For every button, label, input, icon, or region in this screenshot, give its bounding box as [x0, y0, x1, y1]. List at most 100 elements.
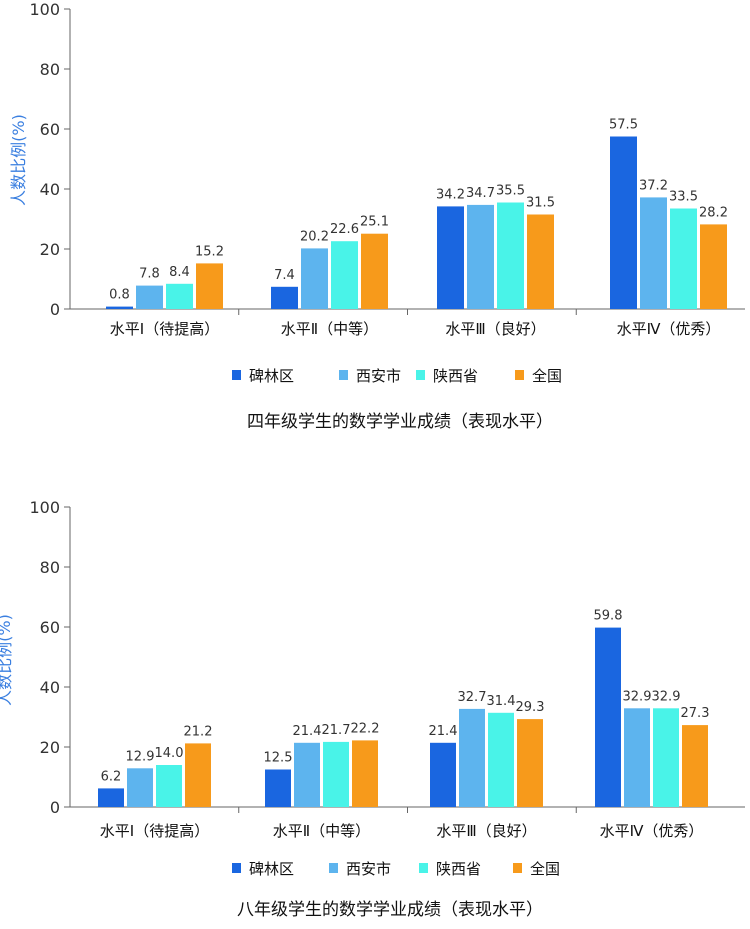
y-tick-label: 20 [40, 240, 60, 259]
x-category-label: 水平Ⅲ（良好） [436, 822, 536, 840]
legend-swatch-beilin [232, 863, 241, 873]
bar-shaanxi [156, 765, 182, 807]
bar-value-label: 21.2 [184, 724, 213, 739]
bar-shaanxi [331, 241, 358, 309]
x-category-label: 水平Ⅱ（中等） [273, 822, 370, 840]
bar-beilin [437, 206, 464, 309]
bar-beilin [610, 136, 637, 309]
y-tick-label: 0 [50, 798, 60, 817]
bar-beilin [271, 286, 298, 309]
bar-national [517, 719, 543, 807]
bar-value-label: 20.2 [300, 229, 329, 244]
bar-value-label: 31.5 [526, 196, 555, 211]
bar-value-label: 37.2 [639, 178, 668, 193]
bar-national [682, 725, 708, 807]
bar-value-label: 31.4 [487, 694, 516, 709]
legend-swatch-xian [339, 370, 348, 380]
bar-xian [640, 197, 667, 309]
y-axis-label: 人数比例(%) [0, 614, 14, 706]
legend-label-beilin: 碑林区 [249, 367, 294, 385]
x-category-label: 水平Ⅳ（优秀） [600, 822, 704, 840]
legend-swatch-beilin [232, 370, 241, 380]
bar-beilin [106, 306, 133, 309]
bar-shaanxi [653, 708, 679, 807]
bar-value-label: 32.7 [458, 690, 487, 705]
bar-value-label: 8.4 [169, 265, 190, 280]
bar-beilin [98, 788, 124, 807]
chart-caption: 八年级学生的数学学业成绩（表现水平） [237, 900, 543, 920]
bar-value-label: 33.5 [669, 190, 698, 205]
bar-xian [624, 708, 650, 807]
legend-swatch-shaanxi [416, 370, 425, 380]
y-tick-label: 40 [40, 678, 60, 697]
bar-value-label: 32.9 [652, 689, 681, 704]
legend-label-national: 全国 [532, 367, 562, 385]
y-tick-label: 100 [29, 498, 60, 517]
bar-value-label: 6.2 [101, 769, 122, 784]
y-tick-label: 60 [40, 618, 60, 637]
bar-national [527, 214, 554, 309]
legend-label-shaanxi: 陕西省 [433, 367, 478, 385]
legend-label-national: 全国 [530, 860, 560, 878]
y-tick-label: 80 [40, 558, 60, 577]
bar-value-label: 14.0 [155, 746, 184, 761]
legend-swatch-national [513, 863, 522, 873]
y-axis-label: 人数比例(%) [9, 114, 28, 206]
bar-value-label: 25.1 [360, 215, 389, 230]
bar-value-label: 27.3 [681, 706, 710, 721]
bar-value-label: 34.2 [436, 187, 465, 202]
y-tick-label: 0 [50, 300, 60, 319]
bar-xian [127, 768, 153, 807]
bar-xian [459, 708, 485, 807]
grade4-math-chart: 0 20 40 60 80 100 0.8 7.4 34.2 57.5 7.8 20.2 34.7 37.… [9, 0, 745, 432]
bar-xian [294, 742, 320, 807]
bar-value-label: 28.2 [699, 205, 728, 220]
x-category-label: 水平Ⅰ（待提高） [100, 822, 209, 840]
x-category-label: 水平Ⅱ（中等） [281, 320, 378, 338]
legend-label-shaanxi: 陕西省 [436, 860, 481, 878]
bar-beilin [265, 769, 291, 807]
bar-value-label: 32.9 [623, 689, 652, 704]
bar-value-label: 21.4 [293, 724, 322, 739]
bar-shaanxi [323, 741, 349, 807]
bar-value-label: 34.7 [466, 186, 495, 201]
bar-shaanxi [670, 208, 697, 309]
bar-value-label: 22.6 [330, 222, 359, 237]
bar-value-label: 57.5 [609, 118, 638, 133]
bar-value-label: 59.8 [594, 609, 623, 624]
x-category-label: 水平Ⅳ（优秀） [617, 320, 721, 338]
bar-shaanxi [166, 283, 193, 309]
y-tick-label: 60 [40, 120, 60, 139]
y-tick-label: 40 [40, 180, 60, 199]
legend-swatch-shaanxi [419, 863, 428, 873]
bar-value-label: 7.8 [139, 267, 160, 282]
bar-national [185, 743, 211, 807]
bar-value-label: 29.3 [516, 700, 545, 715]
legend-swatch-xian [329, 863, 338, 873]
y-tick-label: 100 [29, 0, 60, 19]
bar-national [196, 263, 223, 309]
bar-national [352, 740, 378, 807]
legend: 碑林区 西安市 陕西省 全国 [232, 860, 560, 878]
y-tick-label: 20 [40, 738, 60, 757]
bar-value-label: 7.4 [274, 268, 295, 283]
bar-value-label: 12.9 [126, 749, 155, 764]
x-category-label: 水平Ⅲ（良好） [445, 320, 545, 338]
chart-caption: 四年级学生的数学学业成绩（表现水平） [247, 412, 553, 432]
bar-shaanxi [488, 712, 514, 807]
legend: 碑林区 西安市 陕西省 全国 [232, 367, 562, 385]
bar-value-label: 22.2 [351, 721, 380, 736]
bar-xian [136, 285, 163, 309]
legend-swatch-national [515, 370, 524, 380]
bar-value-label: 15.2 [195, 244, 224, 259]
legend-label-xian: 西安市 [346, 860, 391, 878]
legend-label-xian: 西安市 [356, 367, 401, 385]
bar-national [700, 224, 727, 309]
bar-value-label: 0.8 [109, 288, 130, 303]
y-tick-label: 80 [40, 60, 60, 79]
bar-value-label: 12.5 [264, 751, 293, 766]
bar-value-label: 35.5 [496, 184, 525, 199]
bar-xian [467, 204, 494, 309]
bar-value-label: 21.7 [322, 723, 351, 738]
